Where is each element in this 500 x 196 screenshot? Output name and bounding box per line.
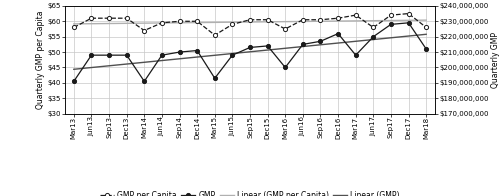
Legend: GMP per Capita, GMP, Linear (GMP per Capita), Linear (GMP): GMP per Capita, GMP, Linear (GMP per Cap… — [100, 191, 400, 196]
Y-axis label: Quarterly GMP per Capita: Quarterly GMP per Capita — [36, 11, 44, 109]
Y-axis label: Quarterly GMP: Quarterly GMP — [492, 32, 500, 88]
